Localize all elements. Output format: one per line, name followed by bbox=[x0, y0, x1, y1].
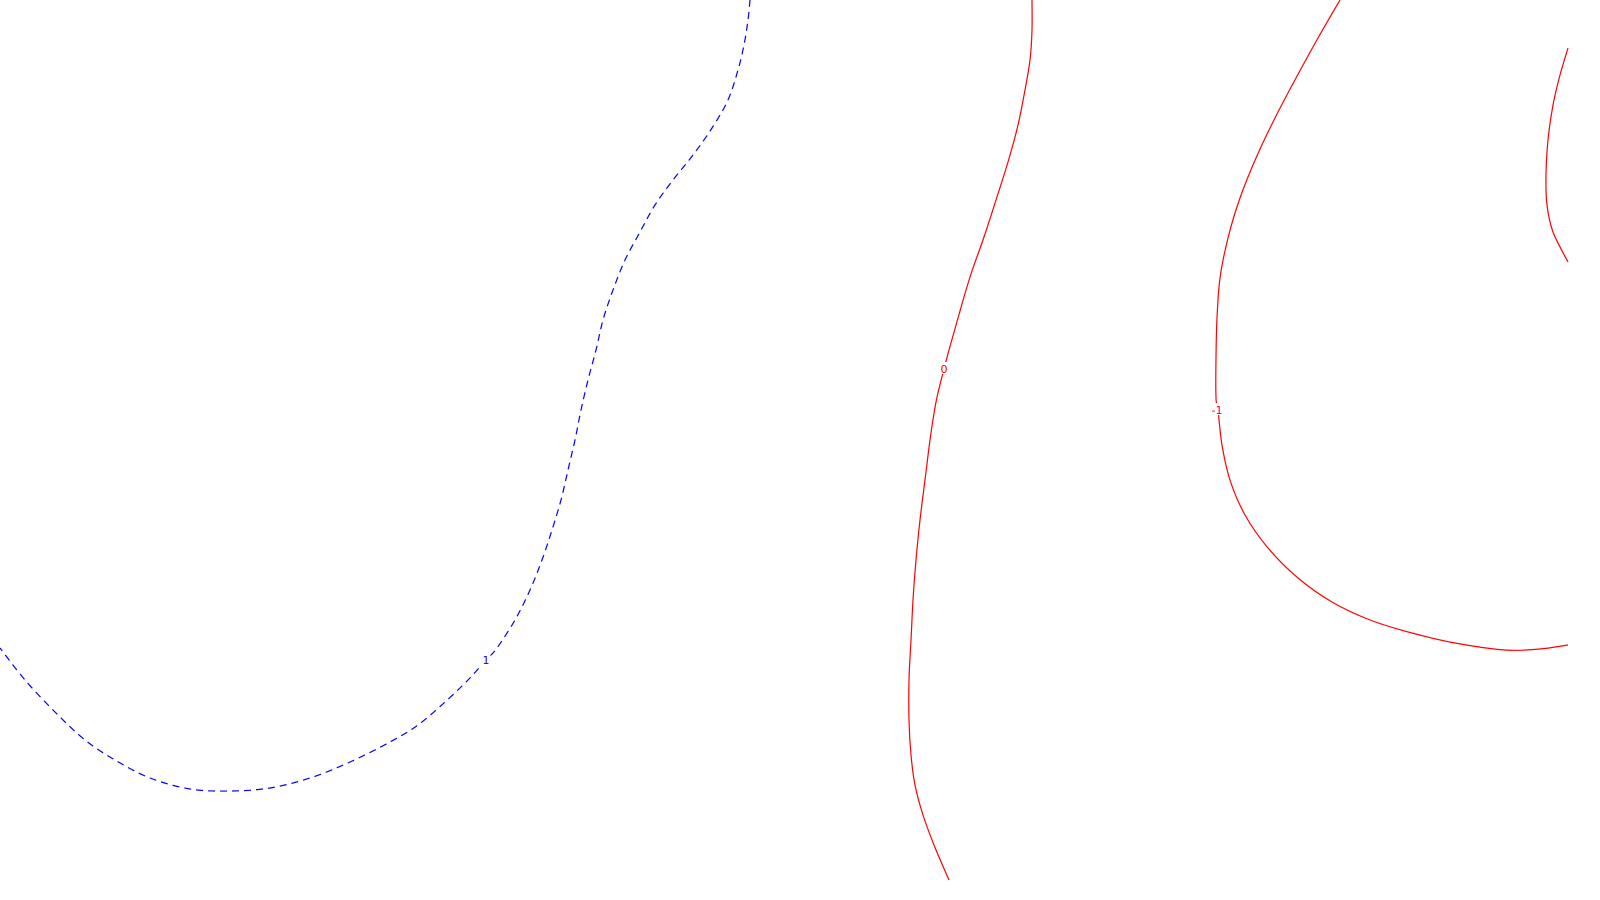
contour-label-bg-1 bbox=[939, 362, 949, 374]
contour-labels: 1 0 -1 bbox=[481, 362, 1225, 667]
contour-line-2 bbox=[1215, 0, 1569, 651]
contour-label-bg-2 bbox=[1209, 403, 1225, 415]
contour-line-1 bbox=[908, 0, 1033, 881]
contour-label-0: 1 bbox=[483, 654, 490, 667]
contour-label-2: -1 bbox=[1212, 404, 1223, 417]
contour-label-1: 0 bbox=[941, 363, 948, 376]
contour-label-bg-0 bbox=[481, 653, 491, 665]
contour-lines bbox=[0, 0, 1569, 881]
contour-line-3 bbox=[1545, 47, 1569, 263]
contour-line-0 bbox=[0, 0, 751, 792]
